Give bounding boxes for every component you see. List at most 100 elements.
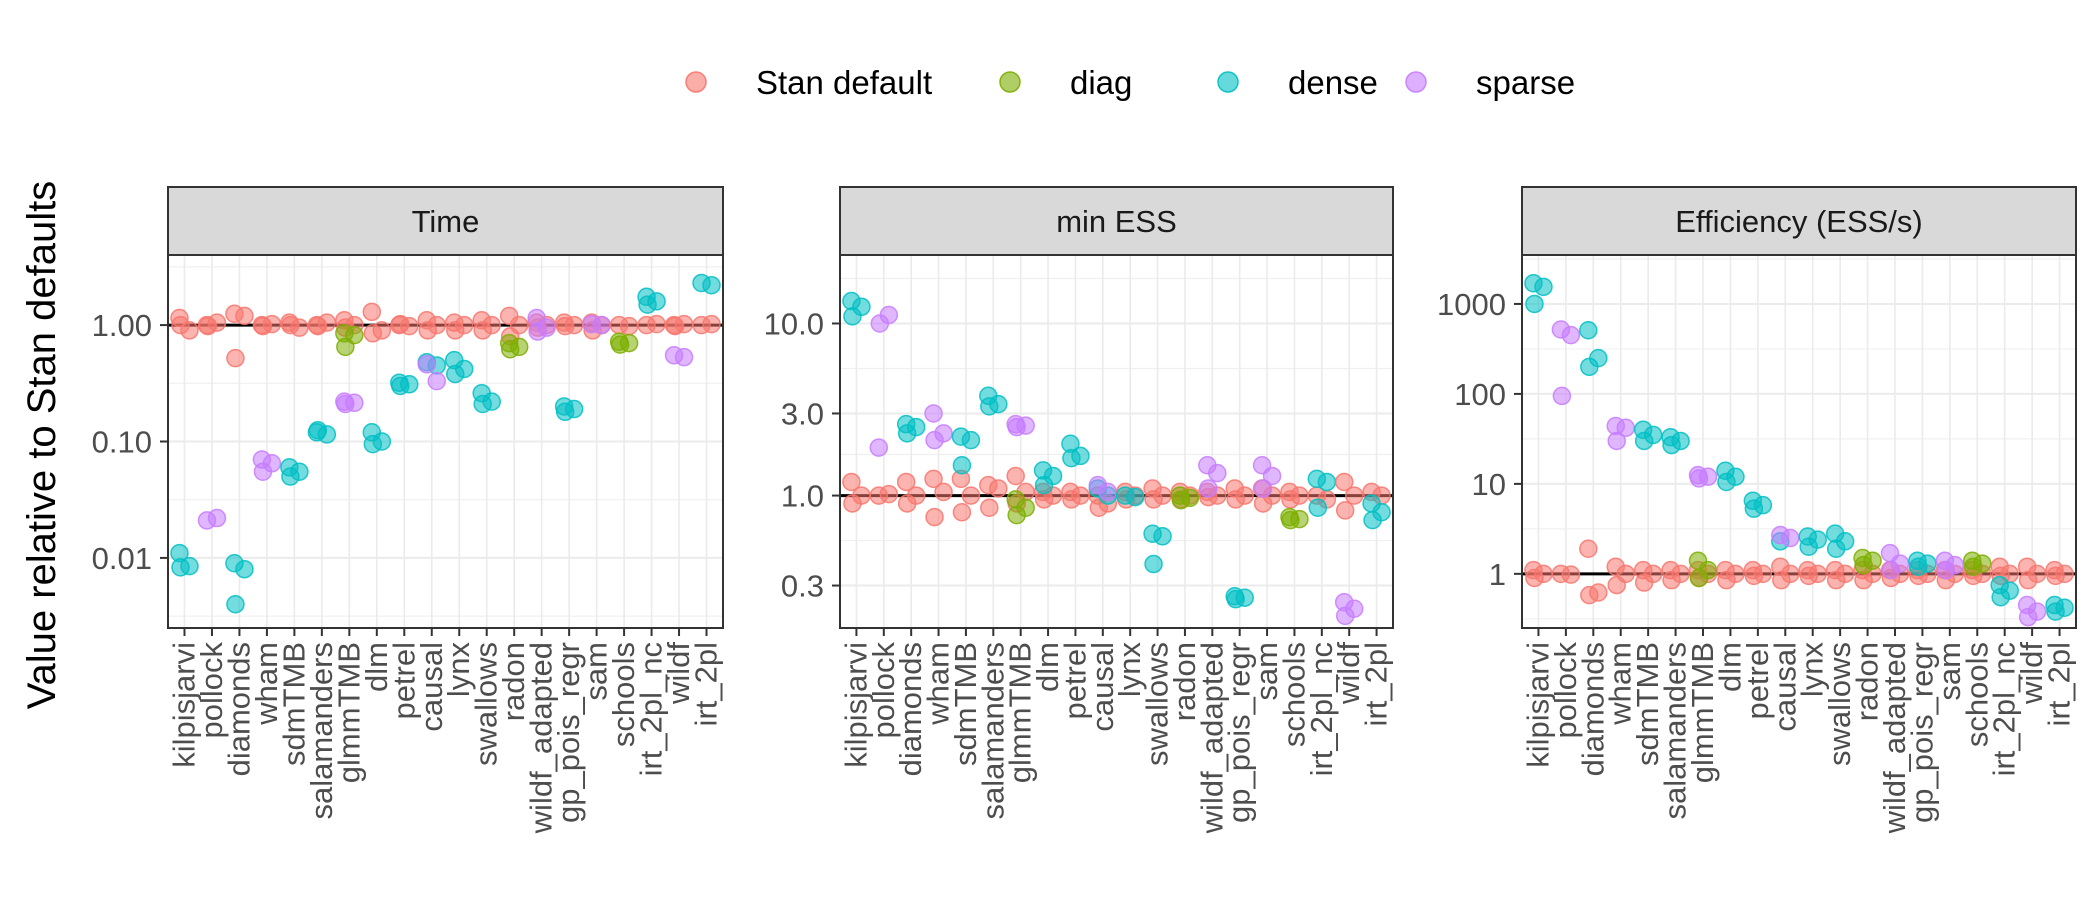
x-tick-label: irt_2pl bbox=[1359, 642, 1394, 726]
point-diamonds-dense bbox=[1580, 357, 1599, 377]
point-kilpisjarvi-stan-default bbox=[842, 472, 861, 492]
point-sdmTMB-dense bbox=[281, 467, 300, 486]
x-tick-label: irt_2pl bbox=[2042, 642, 2077, 726]
panel-title: Time bbox=[412, 204, 480, 239]
x-tick-label: sam bbox=[1249, 642, 1284, 701]
point-causal-sparse bbox=[427, 371, 447, 391]
x-tick-label: gp_pois_regr bbox=[1222, 642, 1257, 823]
legend-key-2 bbox=[1217, 71, 1239, 93]
point-sam-sparse bbox=[592, 315, 611, 335]
x-tick-label: salamanders bbox=[1658, 642, 1693, 819]
point-irt_2pl-stan-default bbox=[2046, 566, 2065, 586]
point-schools-diag bbox=[610, 335, 630, 354]
point-glmmTMB-diag bbox=[336, 337, 355, 357]
x-tick-label: pollock bbox=[866, 642, 901, 739]
x-tick-label: salamanders bbox=[304, 642, 339, 819]
point-sam-sparse bbox=[1253, 479, 1273, 498]
legend-key-0 bbox=[685, 71, 707, 93]
x-tick-label: pollock bbox=[194, 642, 229, 739]
point-wildf-stan-default bbox=[2018, 570, 2038, 590]
point-swallows-stan-default bbox=[473, 321, 492, 340]
x-tick-label: gp_pois_regr bbox=[551, 642, 586, 823]
point-sdmTMB-dense bbox=[1634, 431, 1654, 451]
x-tick-label: radon bbox=[1850, 642, 1885, 721]
y-tick-label: 1 bbox=[1489, 557, 1506, 592]
y-tick-label: 100 bbox=[1454, 377, 1506, 412]
x-tick-label: petrel bbox=[1740, 642, 1775, 720]
point-causal-sparse bbox=[1098, 482, 1118, 502]
point-salamanders-stan-default bbox=[308, 316, 328, 336]
point-diamonds-dense bbox=[897, 424, 917, 443]
x-tick-label: wildf_adapted bbox=[1194, 642, 1229, 834]
point-wildf_adapted-sparse bbox=[1881, 560, 1901, 580]
panel-title: Efficiency (ESS/s) bbox=[1675, 204, 1923, 239]
point-pollock-sparse bbox=[1552, 386, 1572, 406]
point-kilpisjarvi-stan-default bbox=[171, 315, 190, 335]
point-irt_2pl-dense bbox=[702, 275, 721, 295]
panel-0: Time 0.01 0.10 1.00 kilpisjarvipollockdiamon… bbox=[92, 186, 724, 834]
point-irt_2pl_nc-dense bbox=[1308, 498, 1328, 517]
point-glmmTMB-stan-default bbox=[1006, 466, 1025, 486]
x-tick-label: wildf bbox=[2014, 642, 2049, 705]
point-wham-sparse bbox=[925, 430, 944, 450]
point-sdmTMB-stan-default bbox=[952, 502, 972, 522]
point-irt_2pl-stan-default bbox=[702, 314, 721, 334]
point-wildf_adapted-sparse bbox=[528, 322, 547, 341]
point-swallows-stan-default bbox=[1826, 570, 1846, 590]
point-salamanders-stan-default bbox=[989, 479, 1008, 498]
point-wildf-stan-default bbox=[665, 316, 685, 336]
point-wildf-stan-default bbox=[1344, 486, 1364, 505]
point-irt_2pl-dense bbox=[2046, 602, 2065, 621]
point-petrel-dense bbox=[391, 376, 410, 396]
point-gp_pois_regr-stan-default bbox=[1226, 490, 1245, 509]
point-swallows-dense bbox=[1144, 554, 1163, 574]
x-tick-label: sdmTMB bbox=[948, 642, 983, 766]
x-tick-label: irt_2pl_nc bbox=[634, 642, 669, 776]
point-diamonds-stan-default bbox=[1579, 539, 1598, 559]
x-tick-label: irt_2pl_nc bbox=[1304, 642, 1339, 776]
x-tick-label: kilpisjarvi bbox=[1520, 642, 1555, 768]
point-lynx-dense bbox=[1799, 537, 1818, 557]
point-wham-stan-default bbox=[934, 482, 953, 502]
panel-2: Efficiency (ESS/s)1101001000kilpisjarvip… bbox=[1437, 186, 2077, 834]
point-pollock-sparse bbox=[870, 314, 890, 333]
point-diamonds-stan-default bbox=[896, 472, 916, 492]
point-pollock-stan-default bbox=[879, 484, 899, 504]
point-lynx-dense bbox=[445, 364, 465, 384]
panel-border bbox=[1521, 254, 2077, 629]
x-tick-label: glmmTMB bbox=[1685, 642, 1720, 783]
point-swallows-dense bbox=[473, 394, 492, 414]
panel-border bbox=[167, 254, 724, 629]
x-tick-label: petrel bbox=[1057, 642, 1092, 720]
point-dlm-stan-default bbox=[1717, 570, 1736, 590]
x-tick-label: diamonds bbox=[1575, 642, 1610, 776]
point-gp_pois_regr-dense bbox=[1909, 557, 1928, 576]
point-wham-sparse bbox=[1607, 431, 1626, 451]
point-kilpisjarvi-stan-default bbox=[1525, 568, 1544, 588]
panel-border bbox=[839, 254, 1394, 629]
y-tick-label: 1.0 bbox=[781, 479, 824, 514]
x-tick-label: petrel bbox=[386, 642, 421, 720]
point-sam-sparse bbox=[1936, 560, 1956, 580]
point-wildf-stan-default bbox=[1335, 501, 1355, 520]
point-dlm-dense bbox=[1034, 475, 1054, 495]
point-petrel-stan-default bbox=[391, 314, 410, 334]
point-irt_2pl_nc-dense bbox=[638, 295, 657, 314]
point-glmmTMB-sparse bbox=[336, 394, 355, 414]
legend: Stan default diag dense sparse bbox=[685, 64, 1575, 101]
point-gp_pois_regr-dense bbox=[555, 402, 575, 422]
point-irt_2pl_nc-stan-default bbox=[647, 314, 666, 334]
point-salamanders-dense bbox=[308, 420, 328, 440]
point-radon-diag bbox=[1854, 555, 1873, 575]
x-tick-label: kilpisjarvi bbox=[838, 642, 873, 768]
point-kilpisjarvi-dense bbox=[1525, 294, 1544, 314]
point-wham-sparse bbox=[253, 462, 273, 481]
panels: Time0.010.101.00kilpisjarvipollockdiamon… bbox=[92, 186, 2077, 834]
point-kilpisjarvi-stan-default bbox=[843, 494, 862, 513]
point-schools-stan-default bbox=[619, 316, 639, 336]
point-swallows-dense bbox=[1826, 539, 1846, 559]
point-petrel-dense bbox=[1062, 448, 1081, 468]
point-diamonds-stan-default bbox=[1580, 585, 1599, 605]
x-tick-label: glmmTMB bbox=[331, 642, 366, 783]
